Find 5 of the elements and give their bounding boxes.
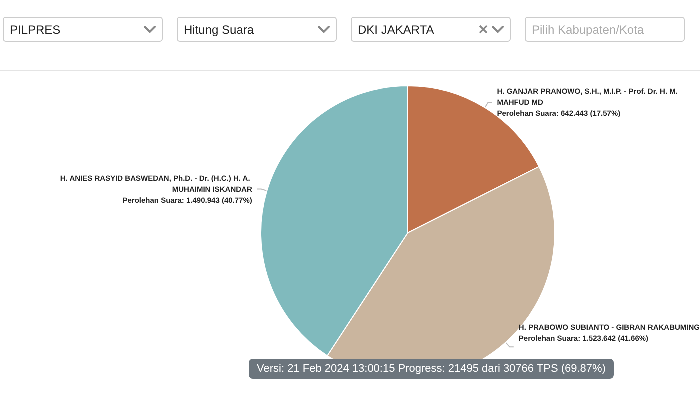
text: DKI JAKARTA: [358, 22, 436, 36]
text: Pilih Kabupaten/Kota: [532, 22, 646, 36]
text: Hitung Suara: [184, 22, 256, 36]
text: Versi: 21 Feb 2024 13:00:15 Progress: 21495 dari 30766 TPS (69.87%): [249, 359, 614, 379]
text: PILPRES: [10, 22, 62, 36]
